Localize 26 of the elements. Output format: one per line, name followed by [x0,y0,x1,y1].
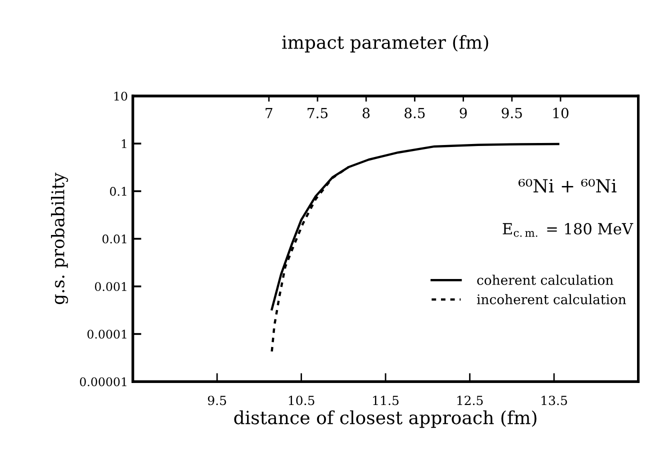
y-tick-label: 0.0001 [87,330,126,339]
y-tick-label: 0.01 [102,234,126,244]
x2-tick-label: 9 [460,108,467,118]
x-axis-title: distance of closest approach (fm) [234,410,536,428]
x2-tick-label: 7 [266,108,272,118]
y-tick-label: 0.1 [110,186,126,196]
legend-label: coherent calculation [477,274,614,285]
y-axis-title: g.s. probability [51,172,68,304]
x2-axis-title: impact parameter (fm) [282,35,488,53]
x2-tick-label: 8.5 [404,108,425,118]
x2-tick-label: 7.5 [308,108,328,118]
annotation: ⁶⁰Ni + ⁶⁰Ni [518,178,616,193]
legend-label: incoherent calculation [477,294,626,304]
y-tick-label: 1 [122,139,126,148]
y-tick-label: 0.00001 [80,377,126,386]
x2-tick-label: 9.5 [502,108,522,118]
y-tick-label: 0.001 [94,282,126,292]
x-tick-label: 13.5 [542,396,567,406]
x-tick-label: 12.5 [457,396,483,406]
y-tick-label: 10 [114,92,128,101]
x-tick-label: 10.5 [288,396,314,406]
x2-tick-label: 10 [553,108,568,118]
annotation: E$_{c.m.}$ = 180 MeV [502,222,634,237]
x-tick-label: 9.5 [208,396,226,406]
x-tick-label: 11.5 [373,396,399,406]
x2-tick-label: 8 [362,108,370,118]
